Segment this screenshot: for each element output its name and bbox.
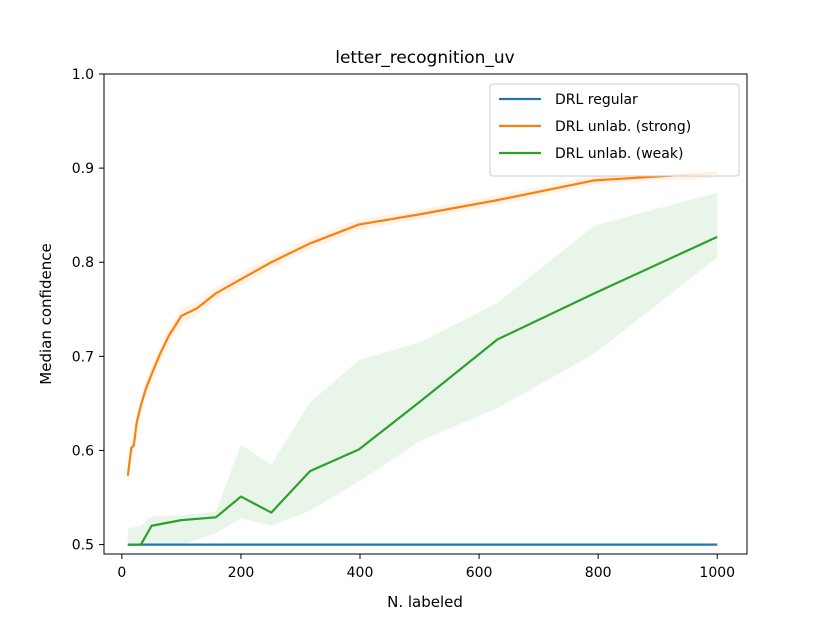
x-axis-label: N. labeled: [387, 593, 463, 611]
chart-title: letter_recognition_uv: [335, 48, 514, 68]
confidence-bands: [127, 168, 718, 545]
x-tick-label: 400: [347, 565, 374, 581]
x-tick-label: 600: [466, 565, 493, 581]
band-series-2: [127, 192, 718, 545]
legend-box: [489, 83, 740, 177]
y-tick-label: 0.7: [72, 349, 94, 365]
legend-label-2: DRL unlab. (weak): [555, 146, 683, 162]
y-tick-label: 1.0: [72, 67, 94, 83]
y-tick-label: 0.9: [72, 161, 94, 177]
series-lines: [126, 171, 718, 546]
x-axis-ticks: 0 200 400 600 800 1000: [117, 554, 735, 581]
x-tick-label: 1000: [699, 565, 735, 581]
line-series-1: [126, 171, 718, 477]
y-axis-label: Median confidence: [37, 243, 55, 384]
plot-frame: [103, 73, 748, 555]
y-axis-ticks: 0.5 0.6 0.7 0.8 0.9 1.0: [72, 67, 104, 554]
y-tick-label: 0.8: [72, 255, 94, 271]
x-tick-label: 200: [228, 565, 255, 581]
x-tick-label: 800: [585, 565, 612, 581]
legend-label-0: DRL regular: [555, 92, 638, 108]
legend-label-1: DRL unlab. (strong): [555, 119, 691, 135]
y-tick-label: 0.5: [72, 538, 94, 554]
legend: DRL regular DRL unlab. (strong) DRL unlab.…: [489, 83, 740, 177]
y-tick-label: 0.6: [72, 443, 94, 459]
line-series-2: [127, 235, 718, 546]
x-tick-label: 0: [117, 565, 126, 581]
